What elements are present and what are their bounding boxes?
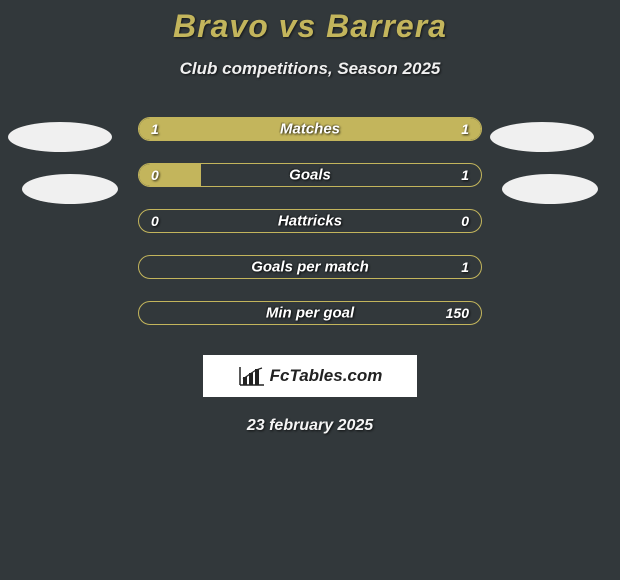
row-value-left: 0 <box>151 167 159 183</box>
logo-text-dotcom: .com <box>343 366 383 385</box>
stat-row: 0 Goals 1 <box>138 163 482 187</box>
row-value-right: 150 <box>446 305 469 321</box>
logo-text: FcTables.com <box>270 366 383 386</box>
logo-text-fc: Fc <box>270 366 290 385</box>
row-value-left: 1 <box>151 121 159 137</box>
stat-row: Goals per match 1 <box>138 255 482 279</box>
row-value-right: 1 <box>461 121 469 137</box>
subtitle: Club competitions, Season 2025 <box>0 59 620 79</box>
row-value-right: 0 <box>461 213 469 229</box>
row-label: Min per goal <box>266 305 354 322</box>
row-value-left: 0 <box>151 213 159 229</box>
stat-row: Min per goal 150 <box>138 301 482 325</box>
row-fill-left <box>139 164 201 186</box>
bar-chart-icon <box>238 365 266 387</box>
row-label: Matches <box>280 121 340 138</box>
decorative-ellipse <box>22 174 118 204</box>
decorative-ellipse <box>8 122 112 152</box>
row-label: Hattricks <box>278 213 342 230</box>
decorative-ellipse <box>502 174 598 204</box>
row-label: Goals per match <box>251 259 369 276</box>
row-value-right: 1 <box>461 167 469 183</box>
logo-text-tables: Tables <box>289 366 342 385</box>
comparison-rows: 1 Matches 1 0 Goals 1 0 Hattricks 0 Goals per mat… <box>138 117 482 325</box>
row-value-right: 1 <box>461 259 469 275</box>
stat-row: 1 Matches 1 <box>138 117 482 141</box>
page-title: Bravo vs Barrera <box>0 8 620 45</box>
decorative-ellipse <box>490 122 594 152</box>
fctables-logo: FcTables.com <box>203 355 417 397</box>
stat-row: 0 Hattricks 0 <box>138 209 482 233</box>
date-label: 23 february 2025 <box>0 417 620 435</box>
row-label: Goals <box>289 167 331 184</box>
